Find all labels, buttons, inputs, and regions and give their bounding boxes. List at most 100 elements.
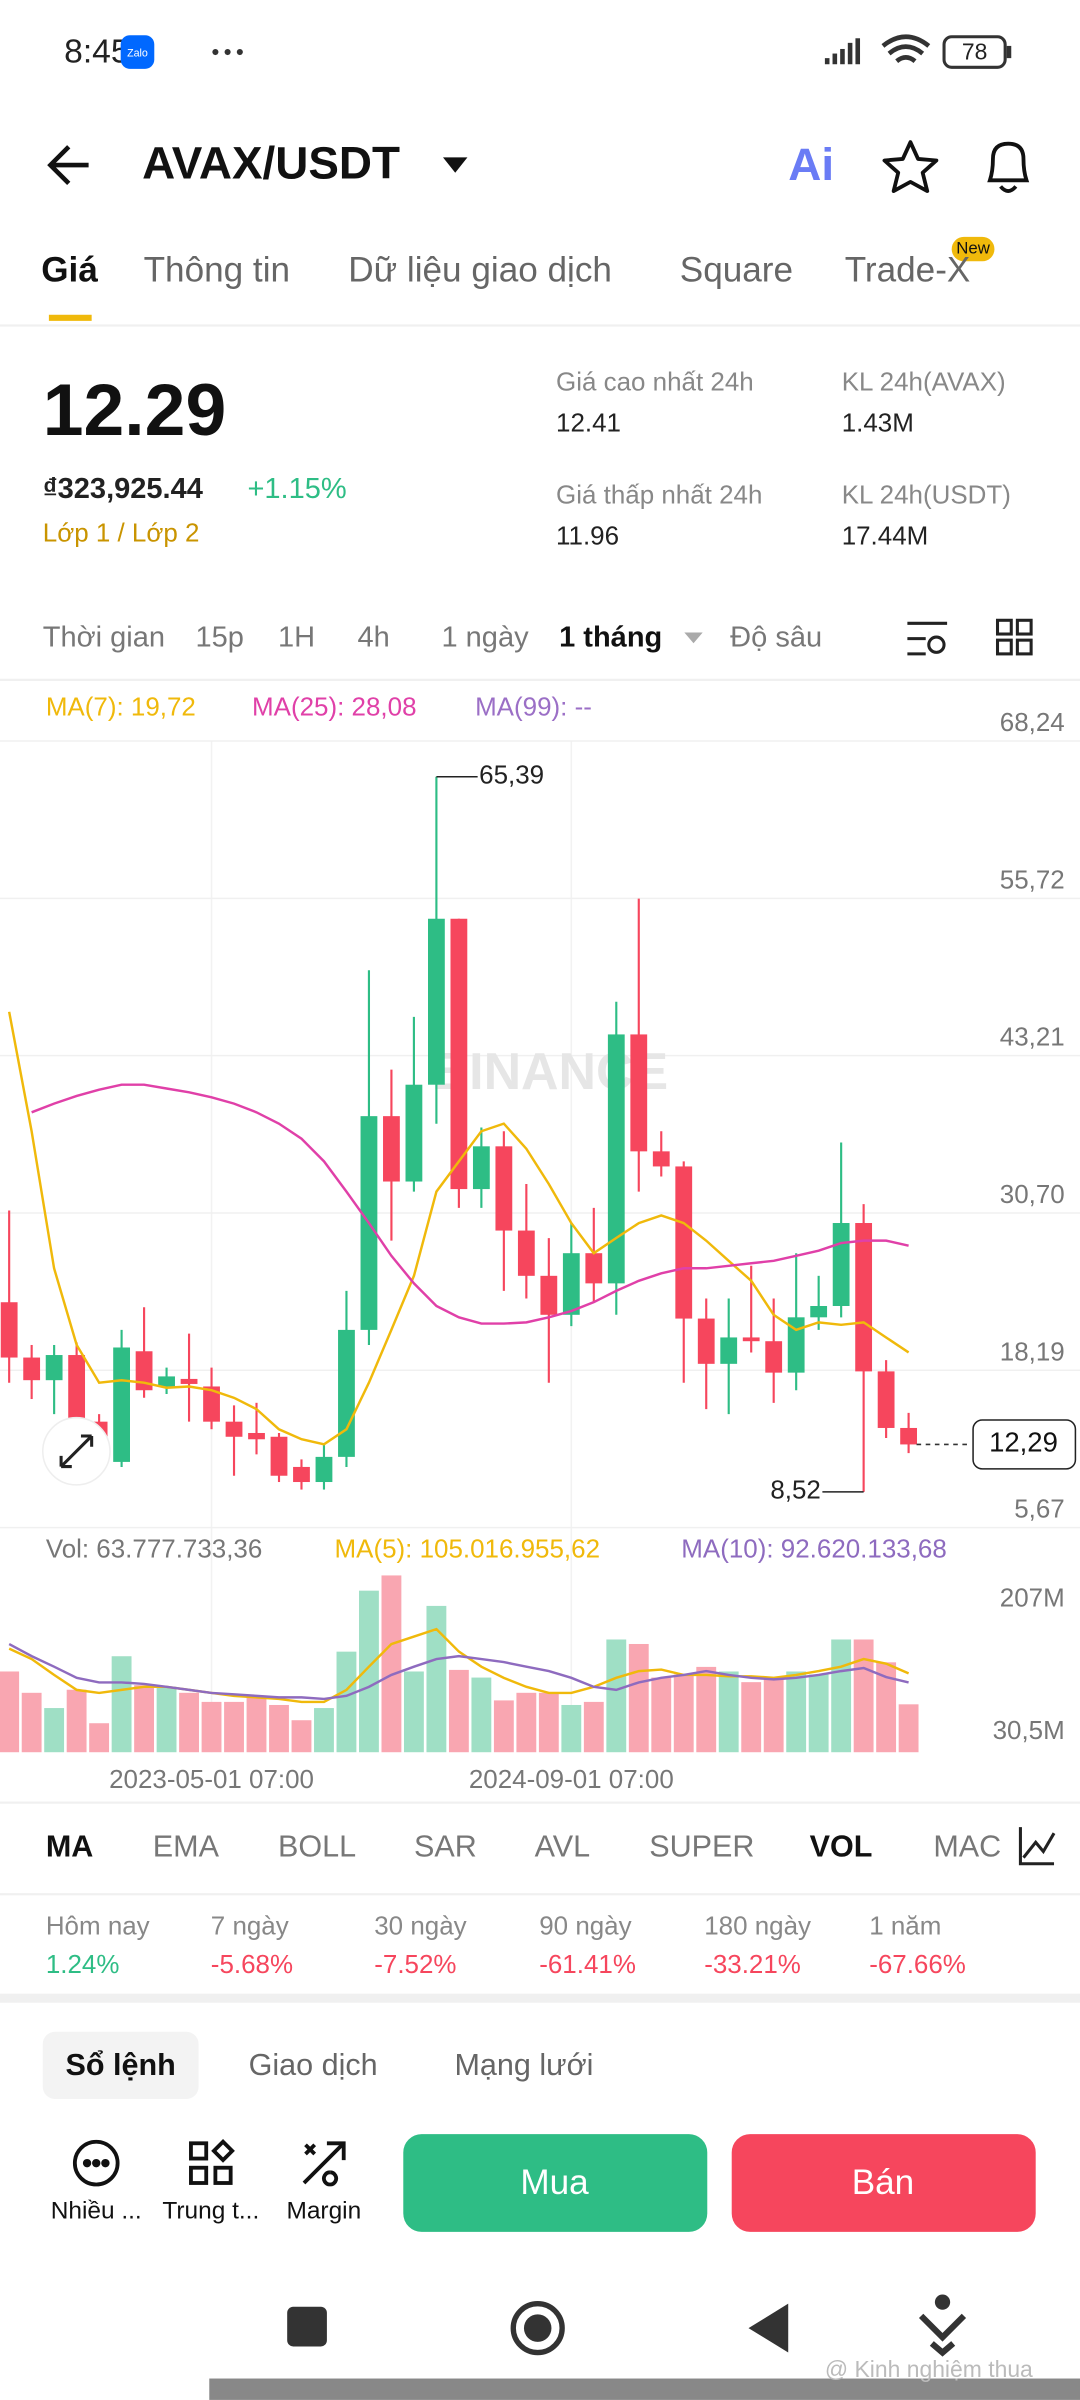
chart-settings-icon[interactable] (907, 621, 948, 656)
y-tick-label: 30,70 (1000, 1179, 1065, 1209)
layer-tag[interactable]: Lớp 1 / Lớp 2 (43, 518, 200, 548)
vol-legend: MA(10): 92.620.133,68 (681, 1533, 946, 1563)
volume-bar (66, 1689, 87, 1753)
ai-button[interactable]: Ai (788, 139, 834, 190)
candle-body (45, 1355, 63, 1381)
stat-label: KL 24h(AVAX) (842, 366, 1006, 396)
vol-tick-label: 30,5M (993, 1715, 1065, 1745)
candle-body (585, 1253, 603, 1284)
performance-value: -33.21% (704, 1949, 801, 1979)
volume-bar (426, 1605, 447, 1753)
action-label[interactable]: Nhiều ... (51, 2197, 142, 2224)
timeframe[interactable]: 15p (196, 621, 244, 653)
volume-bar (628, 1643, 649, 1753)
volume-bar (21, 1692, 42, 1753)
volume-bar (403, 1671, 424, 1753)
indicator-tab[interactable]: EMA (153, 1830, 220, 1864)
sell-label[interactable]: Bán (852, 2163, 915, 2202)
timeframe[interactable]: 1 ngày (441, 621, 529, 653)
new-badge-bg (951, 236, 995, 262)
volume-bar (381, 1575, 402, 1753)
buy-button[interactable] (403, 2134, 708, 2232)
indicator-tab[interactable]: MAC (933, 1830, 1001, 1864)
indicator-settings[interactable] (1018, 1827, 1056, 1866)
action-label[interactable]: Trung t... (162, 2197, 259, 2224)
candle-body (472, 1146, 490, 1190)
price-change: +1.15% (247, 473, 346, 505)
interval-dropdown[interactable] (684, 632, 703, 644)
candle-body (607, 1034, 625, 1284)
timeframe[interactable]: 1H (278, 621, 315, 653)
buy-label[interactable]: Mua (520, 2163, 589, 2202)
back-button[interactable] (47, 145, 89, 186)
timeframe: Thời gian (43, 621, 165, 653)
x-tick-label: 2024-09-01 07:00 (469, 1764, 674, 1794)
candle-body (450, 918, 468, 1190)
performance-value: -7.52% (374, 1949, 456, 1979)
tab[interactable]: Trade-X (845, 250, 971, 289)
tab[interactable]: Square (680, 250, 793, 289)
performance-label: 180 ngày (704, 1911, 811, 1941)
new-badge: New (956, 239, 990, 258)
more-icon[interactable] (72, 2139, 120, 2187)
tab[interactable]: Dữ liệu giao dịch (348, 250, 612, 289)
indicator-tab[interactable]: SAR (414, 1830, 477, 1864)
tab[interactable]: Giá (41, 250, 98, 289)
performance-value: -5.68% (211, 1949, 293, 1979)
y-tick-label: 43,21 (1000, 1022, 1065, 1052)
volume-bar (651, 1677, 672, 1753)
order-tab[interactable]: Sổ lệnh (66, 2048, 176, 2082)
order-tab[interactable]: Giao dịch (249, 2048, 378, 2082)
indicator-tab[interactable]: SUPER (649, 1830, 754, 1864)
volume-bar (786, 1671, 807, 1753)
stat-label: Giá cao nhất 24h (556, 366, 754, 396)
tab[interactable]: Thông tin (144, 250, 290, 289)
zalo-icon (120, 35, 155, 69)
candle-body (900, 1427, 918, 1445)
x-tick-label: 2023-05-01 07:00 (109, 1764, 314, 1794)
candle-body (810, 1306, 828, 1318)
battery-level: 78 (962, 39, 987, 65)
sell-button[interactable] (731, 2134, 1036, 2232)
volume-bar (583, 1701, 604, 1753)
performance-label: 30 ngày (374, 1911, 466, 1941)
indicator-tab[interactable]: VOL (810, 1830, 873, 1864)
stat-label: KL 24h(USDT) (842, 479, 1011, 509)
indicator-tab[interactable]: AVL (535, 1830, 590, 1864)
alert-button[interactable] (987, 141, 1030, 193)
favorite-button[interactable] (882, 140, 939, 193)
indicator-tab[interactable]: BOLL (278, 1830, 356, 1864)
volume-bar (224, 1701, 244, 1753)
performance-value: 1.24% (46, 1949, 120, 1979)
margin-icon[interactable] (302, 2141, 346, 2187)
candle-body (180, 1378, 198, 1384)
indicator-tab[interactable]: MA (46, 1830, 94, 1864)
center-icon[interactable] (189, 2139, 235, 2185)
nav-back[interactable] (748, 2303, 789, 2353)
timeframe[interactable]: 4h (357, 621, 389, 653)
action-label[interactable]: Margin (286, 2197, 361, 2224)
y-tick-label: 55,72 (1000, 864, 1065, 894)
candle-body (562, 1253, 580, 1315)
stat-label: Giá thấp nhất 24h (556, 479, 762, 509)
volume-bar (44, 1708, 65, 1753)
signal-icon (824, 38, 861, 65)
timeframe[interactable]: Độ sâu (730, 621, 822, 653)
layout-icon[interactable] (995, 618, 1033, 656)
timeframe[interactable]: 1 tháng (559, 621, 662, 653)
volume-bar (179, 1692, 199, 1753)
volume-bar (696, 1666, 717, 1753)
nav-recent[interactable] (287, 2306, 327, 2347)
volume-bar (516, 1692, 537, 1753)
volume-bar (853, 1639, 874, 1753)
nav-home[interactable] (510, 2301, 565, 2356)
stat-value: 11.96 (556, 521, 619, 551)
pair-title[interactable]: AVAX/USDT (142, 138, 400, 189)
battery-tip (1006, 45, 1012, 59)
order-tab[interactable]: Mạng lưới (454, 2048, 593, 2082)
pair-dropdown[interactable] (442, 157, 468, 173)
more-dots (212, 48, 243, 56)
nav-down[interactable] (918, 2313, 967, 2357)
candle-body (405, 1084, 423, 1182)
